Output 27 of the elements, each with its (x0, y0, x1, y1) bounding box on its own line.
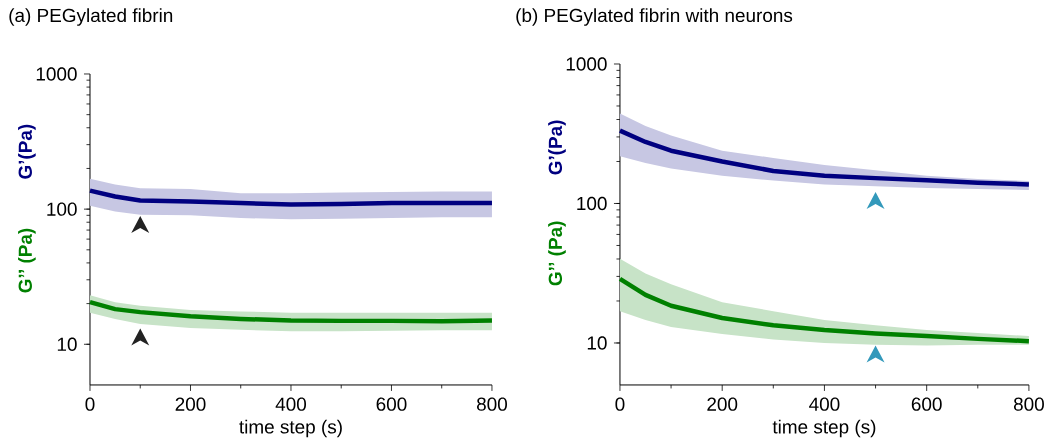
line-series (617, 276, 1032, 344)
y-tick-label: 10 (57, 337, 77, 352)
x-axis-title: time step (s) (239, 419, 342, 438)
x-tick-label: 200 (707, 397, 738, 412)
y-tick-label: 100 (577, 196, 607, 211)
text: G’’ (Pa) (548, 221, 566, 286)
x-axis-title: time step (s) (772, 419, 876, 438)
x-tick-label: 800 (477, 397, 507, 412)
x-tick-label: 0 (85, 397, 95, 412)
x-tick-label: 400 (809, 397, 840, 412)
x-tick-label: 600 (376, 397, 407, 412)
x-tick-label: 200 (175, 397, 206, 412)
chart-title: (a) PEGylated fibrin (9, 8, 173, 26)
y-tick-label: 1000 (36, 67, 77, 81)
x-tick-label: 0 (615, 397, 625, 412)
text: G’(Pa) (548, 120, 566, 175)
x-tick-label: 600 (911, 397, 942, 412)
text: G’(Pa) (18, 124, 36, 179)
line-series (617, 128, 1032, 187)
x-tick-label: 800 (1013, 397, 1044, 412)
text: G’’ (Pa) (18, 228, 36, 293)
y-tick-label: 100 (47, 202, 77, 217)
line-series (87, 300, 495, 324)
x-tick-label: 400 (275, 397, 307, 412)
y-tick-label: 10 (587, 336, 607, 350)
y-tick-label: 1000 (566, 57, 607, 71)
chart-title: (b) PEGylated fibrin with neurons (516, 8, 793, 26)
